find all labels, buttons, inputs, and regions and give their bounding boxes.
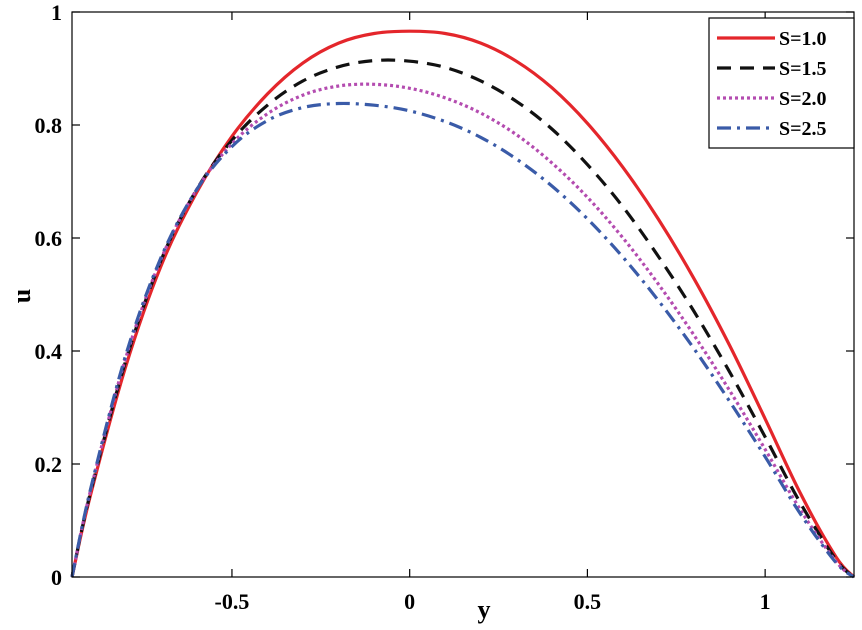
series-line-1 <box>70 29 856 579</box>
y-tick-label: 0 <box>51 565 62 590</box>
legend-label-4: S=2.5 <box>779 118 827 140</box>
axes-box <box>71 11 855 578</box>
y-tick-label: 0.8 <box>35 113 63 138</box>
x-tick-label: -0.5 <box>215 589 250 614</box>
series-line-2 <box>70 58 856 579</box>
legend: S=1.0 S=1.5 S=2.0 S=2.5 <box>708 17 855 149</box>
x-tick-label: 1 <box>760 589 771 614</box>
axis-ticks: -0.5 0 0.5 1 0 0.2 0.4 0.6 0.8 1 <box>35 0 854 614</box>
legend-label-1: S=1.0 <box>779 28 827 50</box>
legend-label-2: S=1.5 <box>779 58 827 80</box>
plot-frame <box>71 11 855 578</box>
series-line-3 <box>70 82 856 579</box>
y-tick-label: 0.6 <box>35 226 63 251</box>
y-tick-label: 0.2 <box>35 452 63 477</box>
x-tick-label: 0.5 <box>574 589 602 614</box>
series-line-4 <box>70 101 855 579</box>
x-tick-label: 0 <box>404 589 415 614</box>
y-tick-label: 0.4 <box>35 339 63 364</box>
y-tick-label: 1 <box>51 0 62 25</box>
legend-label-3: S=2.0 <box>779 88 827 110</box>
x-axis-label: y <box>478 595 491 624</box>
series-group <box>70 29 856 579</box>
legend-box <box>708 17 855 149</box>
y-axis-label: u <box>7 289 36 303</box>
